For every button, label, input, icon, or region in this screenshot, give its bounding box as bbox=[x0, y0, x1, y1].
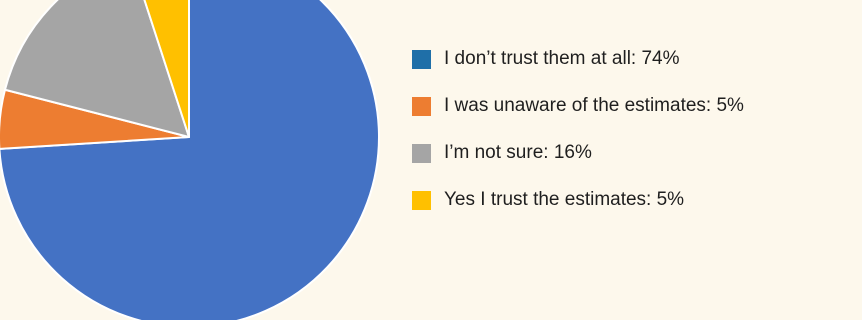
pie-slice-3 bbox=[143, 0, 190, 138]
legend-swatch-3 bbox=[412, 190, 431, 210]
pie-slice-2 bbox=[3, 0, 190, 138]
legend-item-2: I’m not sure: 16% bbox=[412, 139, 744, 167]
legend-label-0: I don’t trust them at all: 74% bbox=[444, 48, 680, 69]
legend-swatch-0 bbox=[412, 49, 431, 69]
legend-item-1: I was unaware of the estimates: 5% bbox=[412, 92, 744, 120]
pie-slice-0 bbox=[0, 0, 380, 320]
legend-swatch-1 bbox=[412, 96, 431, 116]
legend-label-1: I was unaware of the estimates: 5% bbox=[444, 95, 744, 116]
chart-legend: I don’t trust them at all: 74% I was unaw… bbox=[412, 45, 744, 233]
legend-swatch-2 bbox=[412, 143, 431, 163]
legend-label-3: Yes I trust the estimates: 5% bbox=[444, 189, 685, 210]
legend-item-3: Yes I trust the estimates: 5% bbox=[412, 186, 744, 214]
legend-label-2: I’m not sure: 16% bbox=[444, 142, 592, 163]
legend-item-0: I don’t trust them at all: 74% bbox=[412, 45, 744, 73]
